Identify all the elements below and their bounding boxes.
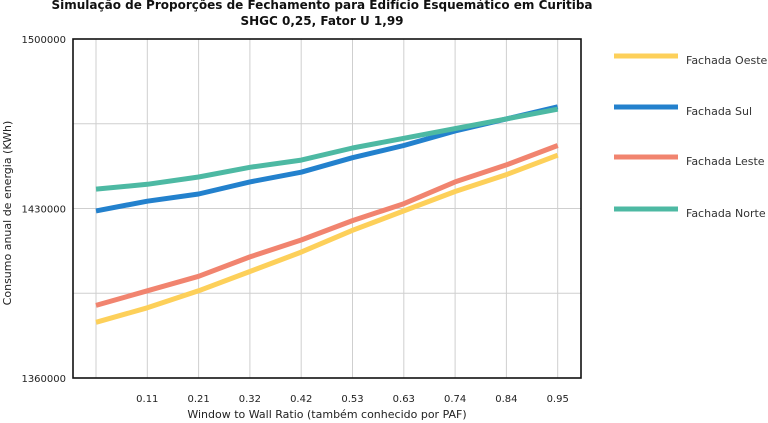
chart-title: Simulação de Proporções de Fechamento pa…: [51, 0, 592, 12]
y-axis-ticks: 1500000 1430000 1360000: [21, 35, 66, 385]
y-axis-label: Consumo anual de energia (KWh): [1, 121, 14, 306]
x-tick-label: 0.63: [393, 394, 415, 405]
grid: [73, 38, 581, 379]
x-tick-label: 0.95: [547, 394, 569, 405]
legend-label: Fachada Norte: [686, 207, 766, 220]
x-tick-label: 0.84: [495, 394, 517, 405]
x-tick-label: 0.32: [239, 394, 261, 405]
x-tick-label: 0.11: [136, 394, 158, 405]
legend: Fachada Oeste Fachada Sul Fachada Leste Fac…: [614, 53, 768, 220]
plot-area-border: [72, 38, 582, 379]
series-line-fachada-norte: [95, 106, 559, 192]
x-tick-label: 0.21: [187, 394, 209, 405]
chart-subtitle: SHGC 0,25, Fator U 1,99: [240, 14, 403, 28]
series-line-fachada-leste: [95, 143, 559, 308]
y-tick-label: 1360000: [21, 374, 66, 385]
legend-label: Fachada Leste: [686, 155, 765, 168]
x-axis-ticks: 0.11 0.21 0.32 0.42 0.53 0.63 0.74 0.84 0.95: [136, 394, 569, 405]
series-line-fachada-oeste: [95, 152, 559, 325]
legend-label: Fachada Oeste: [686, 54, 768, 67]
y-tick-label: 1430000: [21, 205, 66, 216]
x-axis-label: Window to Wall Ratio (também conhecido p…: [187, 408, 466, 421]
y-tick-label: 1500000: [21, 35, 66, 46]
legend-label: Fachada Sul: [686, 105, 752, 118]
x-tick-label: 0.74: [444, 394, 466, 405]
x-tick-label: 0.53: [341, 394, 363, 405]
x-tick-label: 0.42: [290, 394, 312, 405]
series-lines: [95, 104, 559, 325]
